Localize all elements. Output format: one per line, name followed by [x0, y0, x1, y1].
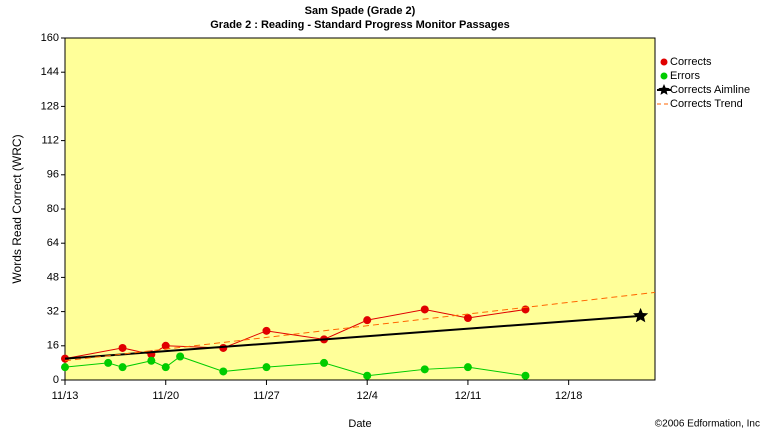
data-point: [633, 307, 649, 323]
data-point: [176, 352, 185, 361]
y-tick-label: 0: [53, 374, 59, 386]
data-point: [161, 341, 170, 350]
data-point: [61, 363, 69, 372]
data-point: [219, 367, 228, 376]
x-tick-label: 11/13: [52, 390, 79, 402]
data-point: [104, 358, 113, 367]
x-tick-label: 11/27: [253, 390, 280, 402]
y-tick-label: 128: [41, 100, 59, 112]
plot-area: [64, 37, 656, 381]
legend-marker: [660, 58, 668, 66]
data-point: [320, 358, 329, 367]
x-tick-label: 11/20: [152, 390, 179, 402]
data-point: [118, 363, 127, 372]
data-point: [161, 363, 170, 372]
data-point: [420, 305, 429, 314]
y-tick-label: 144: [41, 66, 59, 78]
data-point: [363, 316, 372, 325]
series-line: [64, 291, 656, 362]
data-point: [262, 363, 271, 372]
footer: ©2006 Edformation, Inc: [655, 419, 760, 430]
x-tick-label: 12/18: [555, 390, 583, 402]
y-tick-label: 80: [47, 203, 59, 215]
data-point: [521, 371, 530, 380]
data-point: [463, 314, 472, 323]
y-tick-label: 16: [47, 340, 59, 352]
y-tick-label: 48: [47, 271, 59, 283]
data-point: [363, 371, 372, 380]
y-tick-label: 112: [41, 135, 59, 147]
data-point: [118, 343, 127, 352]
y-tick-label: 96: [47, 169, 59, 181]
chart-subtitle: Grade 2 : Reading - Standard Progress Mo…: [210, 19, 510, 31]
x-tick-label: 12/11: [455, 390, 482, 402]
legend-label: Errors: [670, 70, 700, 82]
legend-label: Corrects: [670, 56, 712, 68]
x-axis-label: Date: [348, 418, 371, 430]
x-tick-label: 12/4: [356, 390, 377, 402]
y-tick-label: 32: [47, 306, 59, 318]
legend-label: Corrects Trend: [670, 98, 743, 110]
legend-label: Corrects Aimline: [670, 84, 750, 96]
y-tick-label: 64: [47, 237, 59, 249]
data-point: [420, 365, 429, 374]
data-point: [147, 356, 156, 365]
y-tick-label: 160: [41, 32, 59, 44]
legend-marker: [658, 84, 670, 95]
data-point: [521, 305, 530, 314]
data-point: [262, 326, 271, 335]
series-line: [64, 314, 641, 360]
data-point: [463, 363, 472, 372]
chart-title: Sam Spade (Grade 2): [305, 5, 416, 17]
legend-marker: [660, 72, 668, 80]
y-axis-label: Words Read Correct (WRC): [10, 134, 24, 283]
